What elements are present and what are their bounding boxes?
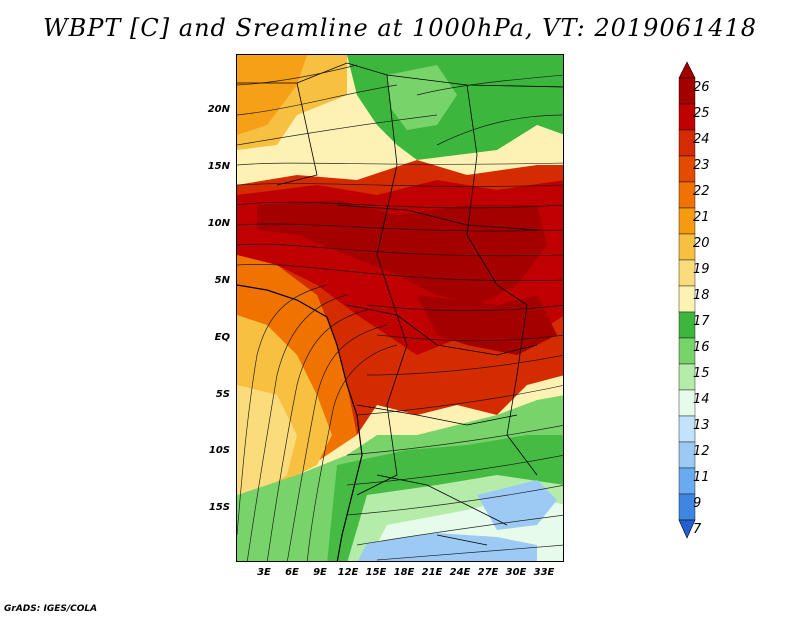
lon-label-18e: 18E [393,567,415,578]
lon-label-30e: 30E [505,567,527,578]
colorbar [678,61,696,539]
lon-label-33e: 33E [533,567,555,578]
country-borders [237,62,563,546]
lat-label-5s: 5S [215,389,230,400]
lat-label-15s: 15S [208,502,230,513]
colorbar-label: 15 [693,366,710,381]
lon-label-27e: 27E [477,567,499,578]
lat-label-eq: EQ [214,332,230,343]
colorbar-label: 24 [693,132,710,147]
lon-label-12e: 12E [337,567,359,578]
colorbar-label: 12 [693,444,710,459]
lon-label-9e: 9E [313,567,327,578]
field-sw-ocean [237,495,277,561]
field-blue-highlands [477,480,557,530]
field-hottest-band [257,200,547,305]
colorbar-label: 11 [693,470,710,485]
lon-label-6e: 6E [285,567,299,578]
coastline [237,284,363,561]
lon-label-15e: 15E [365,567,387,578]
grads-credit: GrADS: IGES/COLA [4,604,98,614]
colorbar-label: 9 [693,496,702,511]
colorbar-label: 20 [693,236,710,251]
lat-label-10s: 10S [208,445,230,456]
lat-label-15n: 15N [207,161,230,172]
colorbar-label: 22 [693,184,710,199]
colorbar-label: 26 [693,80,710,95]
lon-label-21e: 21E [421,567,443,578]
colorbar-label: 21 [693,210,710,225]
lon-label-24e: 24E [449,567,471,578]
field-blue-south [358,533,537,561]
map-field [237,55,563,561]
field-coast-pale [237,385,297,500]
chart-title: WBPT [C] and Sreamline at 1000hPa, VT: 2… [42,14,758,42]
field-orange-nw [237,55,307,135]
lon-label-3e: 3E [257,567,271,578]
lat-label-5n: 5N [214,275,230,286]
lat-label-20n: 20N [207,104,230,115]
colorbar-label: 16 [693,340,710,355]
colorbar-label: 14 [693,392,710,407]
streamlines [237,64,563,561]
colorbar-label: 17 [693,314,710,329]
colorbar-label: 25 [693,106,710,121]
colorbar-label: 19 [693,262,710,277]
colorbar-label: 23 [693,158,710,173]
colorbar-label: 7 [693,522,702,537]
colorbar-bottom-arrow [678,519,696,539]
colorbar-label: 18 [693,288,710,303]
map-panel [236,54,564,562]
lat-label-10n: 10N [207,218,230,229]
colorbar-top-arrow [678,61,696,79]
colorbar-label: 13 [693,418,710,433]
